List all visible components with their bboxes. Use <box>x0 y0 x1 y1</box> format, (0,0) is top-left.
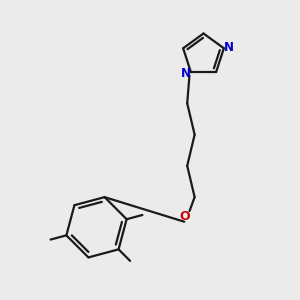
Text: N: N <box>181 67 190 80</box>
Text: O: O <box>179 210 190 223</box>
Text: N: N <box>224 41 234 54</box>
